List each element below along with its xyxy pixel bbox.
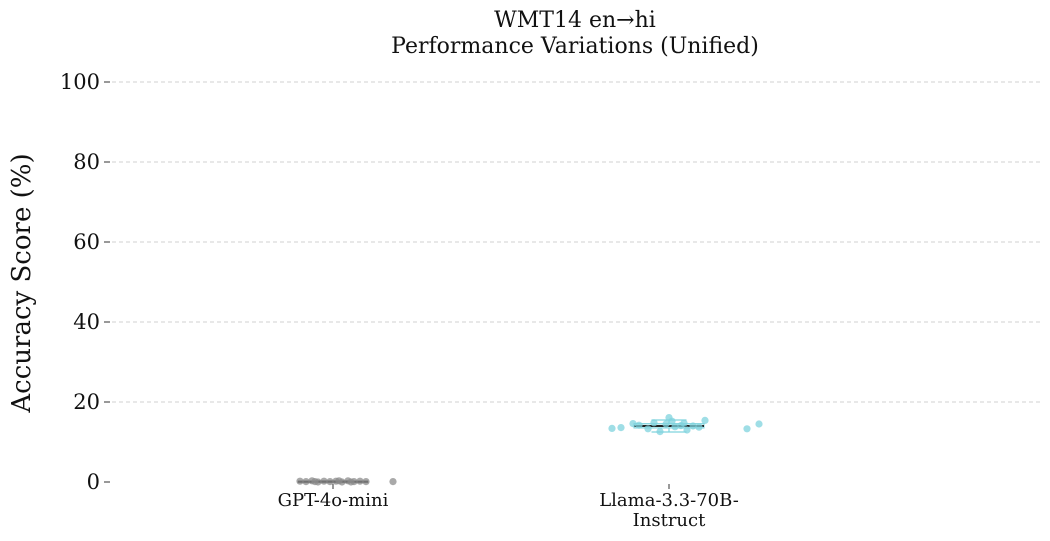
data-point — [689, 422, 697, 430]
x-tick-label: Llama-3.3-70B- — [599, 490, 739, 511]
data-point — [656, 428, 664, 436]
y-tick-label: 40 — [73, 310, 100, 334]
data-point — [755, 420, 763, 428]
data-point — [650, 419, 658, 427]
data-point — [644, 425, 652, 433]
data-point — [296, 477, 304, 485]
grid — [112, 81, 1040, 403]
data-point — [320, 477, 328, 485]
series-group — [296, 477, 397, 486]
data-point — [668, 417, 676, 425]
data-point — [743, 425, 751, 433]
y-tick-label: 0 — [87, 470, 100, 494]
data-point — [683, 426, 691, 434]
data-point — [617, 424, 625, 432]
chart-title-line-1: WMT14 en→hi — [494, 8, 656, 33]
data-point — [701, 416, 709, 424]
data-point — [389, 478, 397, 486]
y-tick-label: 60 — [73, 230, 100, 254]
x-tick-label: Instruct — [633, 510, 706, 531]
data-point — [695, 423, 703, 431]
data-point — [356, 477, 364, 485]
data-point — [335, 477, 343, 485]
data-point — [302, 478, 310, 486]
data-point — [662, 420, 670, 428]
chart-title-line-2: Performance Variations (Unified) — [391, 34, 759, 59]
y-ticks: 0 20 40 60 80 100 — [60, 70, 110, 494]
data-point — [311, 478, 319, 486]
data-point — [629, 420, 637, 428]
data-point — [671, 423, 679, 431]
data-point — [347, 478, 355, 486]
x-ticks: GPT-4o-mini Llama-3.3-70B-Instruct — [278, 484, 739, 531]
series-group — [608, 414, 763, 436]
y-tick-label: 20 — [73, 390, 100, 414]
data-point — [635, 421, 643, 429]
y-axis-label: Accuracy Score (%) — [7, 153, 37, 413]
y-tick-label: 80 — [73, 150, 100, 174]
plot-area — [296, 414, 763, 486]
data-point — [608, 424, 616, 432]
x-tick-label: GPT-4o-mini — [278, 490, 389, 511]
data-point — [680, 419, 688, 427]
y-tick-label: 100 — [60, 70, 100, 94]
data-point — [362, 478, 370, 486]
data-point — [326, 478, 334, 486]
